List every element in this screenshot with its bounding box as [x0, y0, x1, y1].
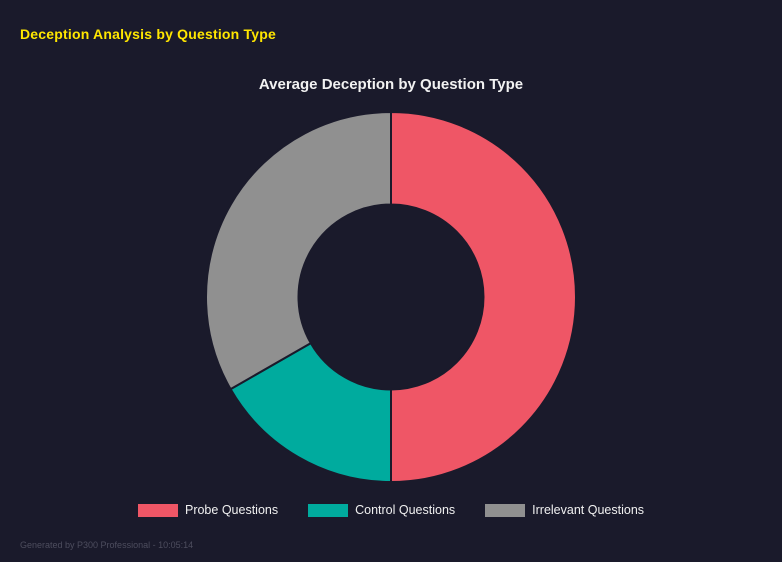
chart-title: Average Deception by Question Type — [258, 76, 524, 93]
donut-slice-0[interactable] — [390, 110, 577, 484]
chart-legend: Probe Questions Control Questions Irreleva… — [137, 503, 644, 517]
legend-swatch — [308, 503, 349, 517]
page-title: Deception Analysis by Question Type — [20, 26, 276, 42]
legend-swatch — [137, 503, 178, 517]
chart-container: Average Deception by Question Type Probe… — [0, 72, 782, 517]
donut-slice-1[interactable] — [229, 341, 392, 484]
legend-swatch — [485, 503, 526, 517]
legend-label: Control Questions — [355, 503, 456, 517]
legend-label: Irrelevant Questions — [532, 503, 645, 517]
legend-item[interactable]: Control Questions — [308, 503, 455, 517]
legend-item[interactable]: Irrelevant Questions — [485, 503, 644, 517]
footer-note: Generated by P300 Professional - 10:05:1… — [20, 540, 194, 550]
donut-slice-2[interactable] — [205, 110, 392, 391]
legend-item[interactable]: Probe Questions — [137, 503, 279, 517]
legend-label: Probe Questions — [184, 503, 279, 517]
donut-chart — [205, 110, 577, 484]
